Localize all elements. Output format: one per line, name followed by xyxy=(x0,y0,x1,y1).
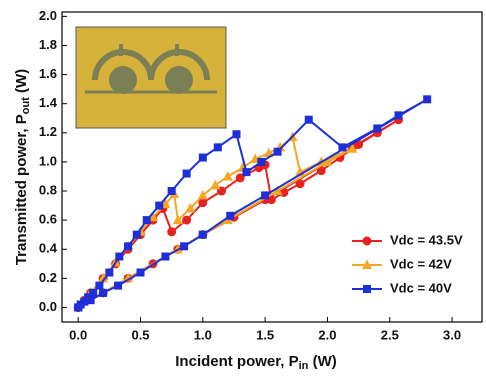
plot-frame xyxy=(61,11,483,323)
point xyxy=(304,115,313,124)
point xyxy=(210,179,221,190)
point xyxy=(182,169,191,178)
point xyxy=(222,170,233,181)
x-tick-label: 2.0 xyxy=(318,327,336,342)
point xyxy=(86,296,95,305)
point xyxy=(161,252,170,261)
inset-photo xyxy=(75,26,227,129)
point xyxy=(123,272,134,283)
point xyxy=(261,191,270,200)
point xyxy=(98,272,109,283)
point xyxy=(115,252,124,261)
point xyxy=(295,179,305,189)
point xyxy=(226,211,235,220)
point xyxy=(198,198,208,208)
legend-label: Vdc = 40V xyxy=(390,280,452,295)
point xyxy=(124,242,133,251)
point xyxy=(316,166,326,176)
y-tick-label: 0.8 xyxy=(39,182,57,197)
point xyxy=(142,216,151,225)
point xyxy=(347,143,358,153)
point xyxy=(74,303,83,312)
point xyxy=(213,143,222,152)
point xyxy=(373,124,382,133)
point xyxy=(198,230,207,239)
point xyxy=(185,202,196,213)
point xyxy=(80,297,89,306)
x-tick-label: 2.5 xyxy=(381,327,399,342)
point xyxy=(242,168,251,177)
point xyxy=(197,189,208,200)
point xyxy=(132,230,141,239)
y-tick-label: 0.0 xyxy=(39,299,57,314)
legend-marker xyxy=(363,285,371,293)
point xyxy=(322,156,333,166)
point xyxy=(182,215,192,225)
y-tick-label: 0.4 xyxy=(39,241,58,256)
point xyxy=(155,201,164,210)
x-tick-label: 3.0 xyxy=(443,327,461,342)
y-tick-label: 1.4 xyxy=(39,95,58,110)
point xyxy=(172,214,183,225)
point xyxy=(198,153,207,162)
y-tick-label: 1.0 xyxy=(39,153,57,168)
y-axis-label: Transmitted power, Pout (W) xyxy=(13,69,32,265)
point xyxy=(232,130,241,139)
point xyxy=(167,187,176,196)
point xyxy=(394,111,403,120)
point xyxy=(167,227,177,237)
point xyxy=(89,288,98,297)
x-axis-label: Incident power, Pin (W) xyxy=(175,353,336,372)
y-tick-label: 1.8 xyxy=(39,37,57,52)
legend-marker xyxy=(362,259,372,269)
point xyxy=(136,268,145,277)
x-tick-label: 0.0 xyxy=(69,327,87,342)
legend-marker xyxy=(362,236,372,246)
point xyxy=(338,143,347,152)
x-tick-label: 1.5 xyxy=(256,327,274,342)
point xyxy=(273,147,282,156)
legend-label: Vdc = 43.5V xyxy=(390,232,463,247)
point xyxy=(114,281,123,290)
y-tick-label: 0.6 xyxy=(39,212,57,227)
point xyxy=(423,95,432,104)
y-tick-label: 1.6 xyxy=(39,66,57,81)
x-tick-label: 1.0 xyxy=(194,327,212,342)
point xyxy=(272,185,283,196)
y-tick-label: 2.0 xyxy=(39,8,57,23)
y-tick-label: 1.2 xyxy=(39,124,57,139)
y-tick-label: 0.2 xyxy=(39,270,57,285)
point xyxy=(180,242,189,251)
point xyxy=(105,268,114,277)
x-tick-label: 0.5 xyxy=(131,327,149,342)
point xyxy=(95,281,104,290)
point xyxy=(99,288,108,297)
point xyxy=(257,157,266,166)
legend-label: Vdc = 42V xyxy=(390,256,452,271)
